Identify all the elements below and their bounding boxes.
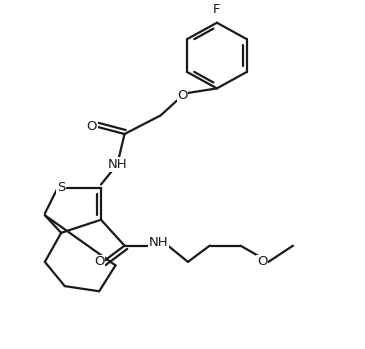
Text: O: O (87, 120, 97, 133)
Text: O: O (177, 89, 188, 103)
Text: F: F (213, 3, 221, 16)
Text: S: S (57, 181, 65, 194)
Text: O: O (257, 255, 268, 268)
Text: O: O (94, 255, 104, 268)
Text: NH: NH (107, 158, 127, 171)
Text: NH: NH (149, 236, 169, 249)
